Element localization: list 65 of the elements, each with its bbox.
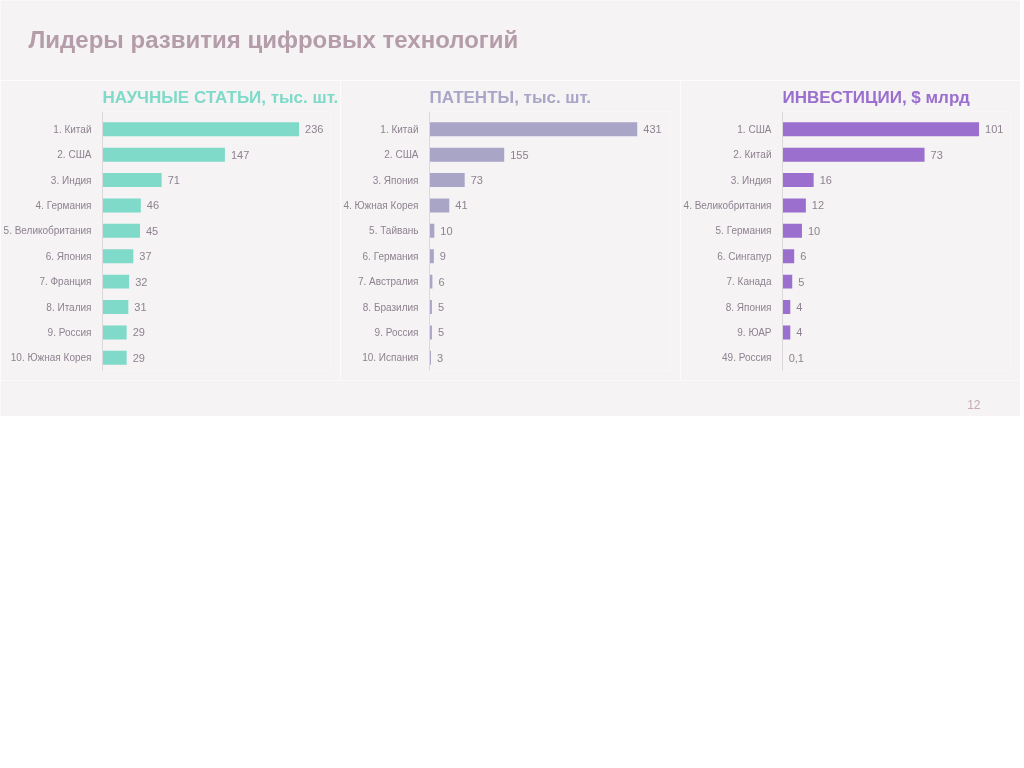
y-tick-label: 9. Россия (47, 326, 92, 338)
chart-title: НАУЧНЫЕ СТАТЬИ, тыс. шт. (102, 87, 339, 107)
data-label: 71 (167, 174, 180, 187)
data-label: 236 (305, 123, 324, 136)
text: 12 (967, 397, 981, 412)
data-label: 16 (819, 174, 832, 187)
y-tick-label: 3. Индия (50, 174, 92, 186)
text: Лидеры развития цифровых технологий (28, 25, 519, 53)
y-tick-label: 6. Япония (45, 250, 92, 262)
y-tick-label: 10. Испания (362, 352, 419, 364)
data-label: 101 (985, 123, 1004, 136)
y-tick-label: 5. Тайвань (369, 225, 419, 237)
data-label: 10 (440, 224, 453, 237)
y-tick-label: 3. Япония (372, 174, 419, 186)
y-tick-label: 4. Германия (35, 199, 92, 211)
data-label: 73 (930, 148, 943, 161)
data-label: 5 (798, 275, 805, 288)
y-tick-label: 7. Франция (39, 276, 92, 288)
data-label: 5 (437, 301, 445, 314)
data-label: 5 (437, 326, 445, 339)
data-label: 9 (439, 250, 446, 263)
y-tick-label: 9. Россия (374, 326, 419, 338)
data-label: 29 (132, 326, 145, 339)
data-label: 10 (807, 224, 821, 237)
data-label: 12 (811, 199, 825, 212)
y-tick-label: 49. Россия (722, 352, 772, 364)
data-label: 29 (132, 351, 145, 364)
y-tick-label: 4. Великобритания (683, 199, 772, 211)
y-tick-label: 5. Германия (715, 225, 772, 237)
y-tick-label: 7. Австралия (357, 276, 419, 288)
data-label: 31 (134, 301, 147, 314)
y-tick-label: 8. Италия (46, 301, 92, 313)
y-tick-label: 2. Китай (733, 149, 772, 161)
y-tick-label: 1. Китай (53, 123, 92, 135)
y-tick-label: 3. Индия (730, 174, 772, 186)
y-tick-label: 1. США (737, 123, 772, 135)
data-label: 73 (470, 174, 483, 187)
chart-title: ИНВЕСТИЦИИ, $ млрд (782, 87, 970, 107)
data-label: 4 (796, 301, 803, 314)
data-label: 32 (135, 275, 148, 288)
y-tick-label: 2. США (57, 149, 92, 161)
data-label: 431 (643, 123, 662, 136)
data-label: 0,1 (788, 351, 804, 364)
chart-title: ПАТЕНТЫ, тыс. шт. (429, 87, 592, 107)
y-tick-label: 6. Сингапур (717, 250, 772, 262)
data-label: 147 (230, 148, 250, 161)
y-tick-label: 8. Бразилия (362, 301, 419, 313)
data-label: 155 (510, 148, 529, 161)
data-label: 45 (145, 224, 159, 237)
y-tick-label: 1. Китай (380, 123, 419, 135)
y-tick-label: 5. Великобритания (3, 225, 92, 237)
y-tick-label: 7. Канада (726, 276, 772, 288)
y-tick-label: 4. Южная Корея (343, 199, 419, 211)
y-tick-label: 2. США (384, 149, 419, 161)
y-tick-label: 9. ЮАР (737, 326, 772, 338)
data-label: 4 (796, 326, 803, 339)
y-tick-label: 10. Южная Корея (10, 352, 92, 364)
data-label: 41 (455, 199, 468, 212)
data-label: 46 (146, 199, 160, 212)
data-label: 6 (800, 250, 807, 263)
data-label: 37 (139, 250, 152, 263)
data-label: 3 (436, 351, 444, 364)
y-tick-label: 6. Германия (362, 250, 419, 262)
data-label: 6 (438, 275, 445, 288)
y-tick-label: 8. Япония (725, 301, 772, 313)
